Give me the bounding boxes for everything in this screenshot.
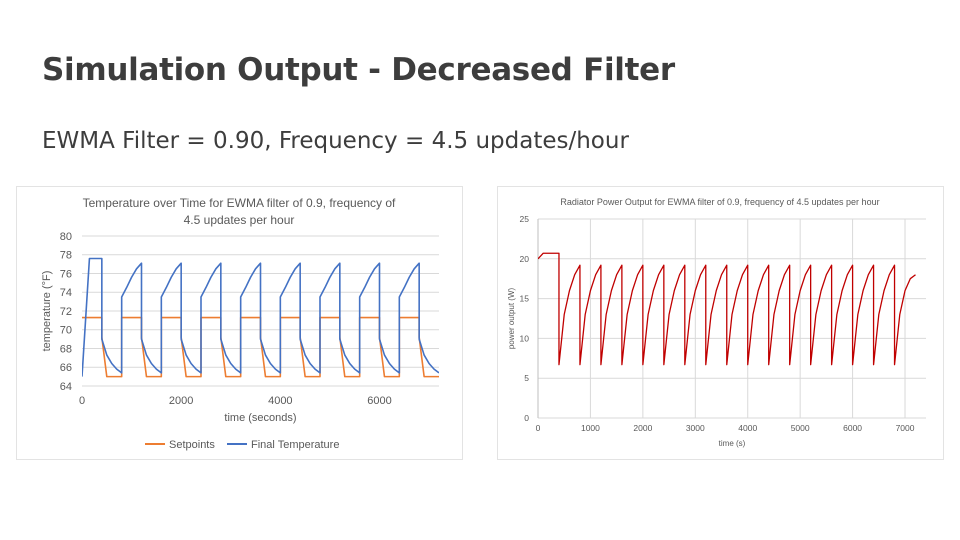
chart-title-line: Temperature over Time for EWMA filter of… <box>83 196 396 210</box>
y-tick-label: 64 <box>60 381 72 393</box>
x-tick-label: 5000 <box>791 423 810 433</box>
y-tick-label: 10 <box>520 333 530 343</box>
y-axis-label: temperature (°F) <box>41 271 53 352</box>
y-tick-label: 78 <box>60 250 72 262</box>
x-axis-label: time (seconds) <box>224 412 296 424</box>
x-tick-label: 2000 <box>169 395 193 407</box>
y-tick-label: 68 <box>60 343 72 355</box>
x-tick-label: 2000 <box>633 423 652 433</box>
y-tick-label: 66 <box>60 362 72 374</box>
y-tick-label: 80 <box>60 231 72 243</box>
x-tick-label: 4000 <box>738 423 757 433</box>
y-tick-label: 20 <box>520 254 530 264</box>
power-chart: Radiator Power Output for EWMA filter of… <box>507 197 926 448</box>
temperature-chart: Temperature over Time for EWMA filter of… <box>41 196 439 451</box>
x-tick-label: 0 <box>536 423 541 433</box>
y-tick-label: 15 <box>520 294 530 304</box>
series-line-power <box>538 252 916 366</box>
x-tick-label: 7000 <box>896 423 915 433</box>
y-tick-label: 70 <box>60 325 72 337</box>
y-tick-label: 76 <box>60 268 72 280</box>
x-tick-label: 6000 <box>367 395 391 407</box>
x-tick-label: 6000 <box>843 423 862 433</box>
x-axis-label: time (s) <box>719 439 746 448</box>
slide-subtitle: EWMA Filter = 0.90, Frequency = 4.5 upda… <box>42 128 629 154</box>
x-tick-label: 3000 <box>686 423 705 433</box>
slide-title: Simulation Output - Decreased Filter <box>42 52 675 88</box>
y-axis-label: power output (W) <box>507 287 516 349</box>
y-tick-label: 74 <box>60 287 72 299</box>
x-tick-label: 4000 <box>268 395 292 407</box>
y-tick-label: 0 <box>524 413 529 423</box>
legend-label: Final Temperature <box>251 439 339 451</box>
x-tick-label: 1000 <box>581 423 600 433</box>
y-tick-label: 25 <box>520 214 530 224</box>
series-line-final-temperature <box>82 257 439 377</box>
x-tick-label: 0 <box>79 395 85 407</box>
y-tick-label: 5 <box>524 373 529 383</box>
chart-title-line: Radiator Power Output for EWMA filter of… <box>560 197 879 207</box>
temperature-chart-panel: Temperature over Time for EWMA filter of… <box>16 186 463 460</box>
chart-title-line: 4.5 updates per hour <box>184 213 295 227</box>
legend-label: Setpoints <box>169 439 215 451</box>
y-tick-label: 72 <box>60 306 72 318</box>
power-chart-panel: Radiator Power Output for EWMA filter of… <box>497 186 944 460</box>
